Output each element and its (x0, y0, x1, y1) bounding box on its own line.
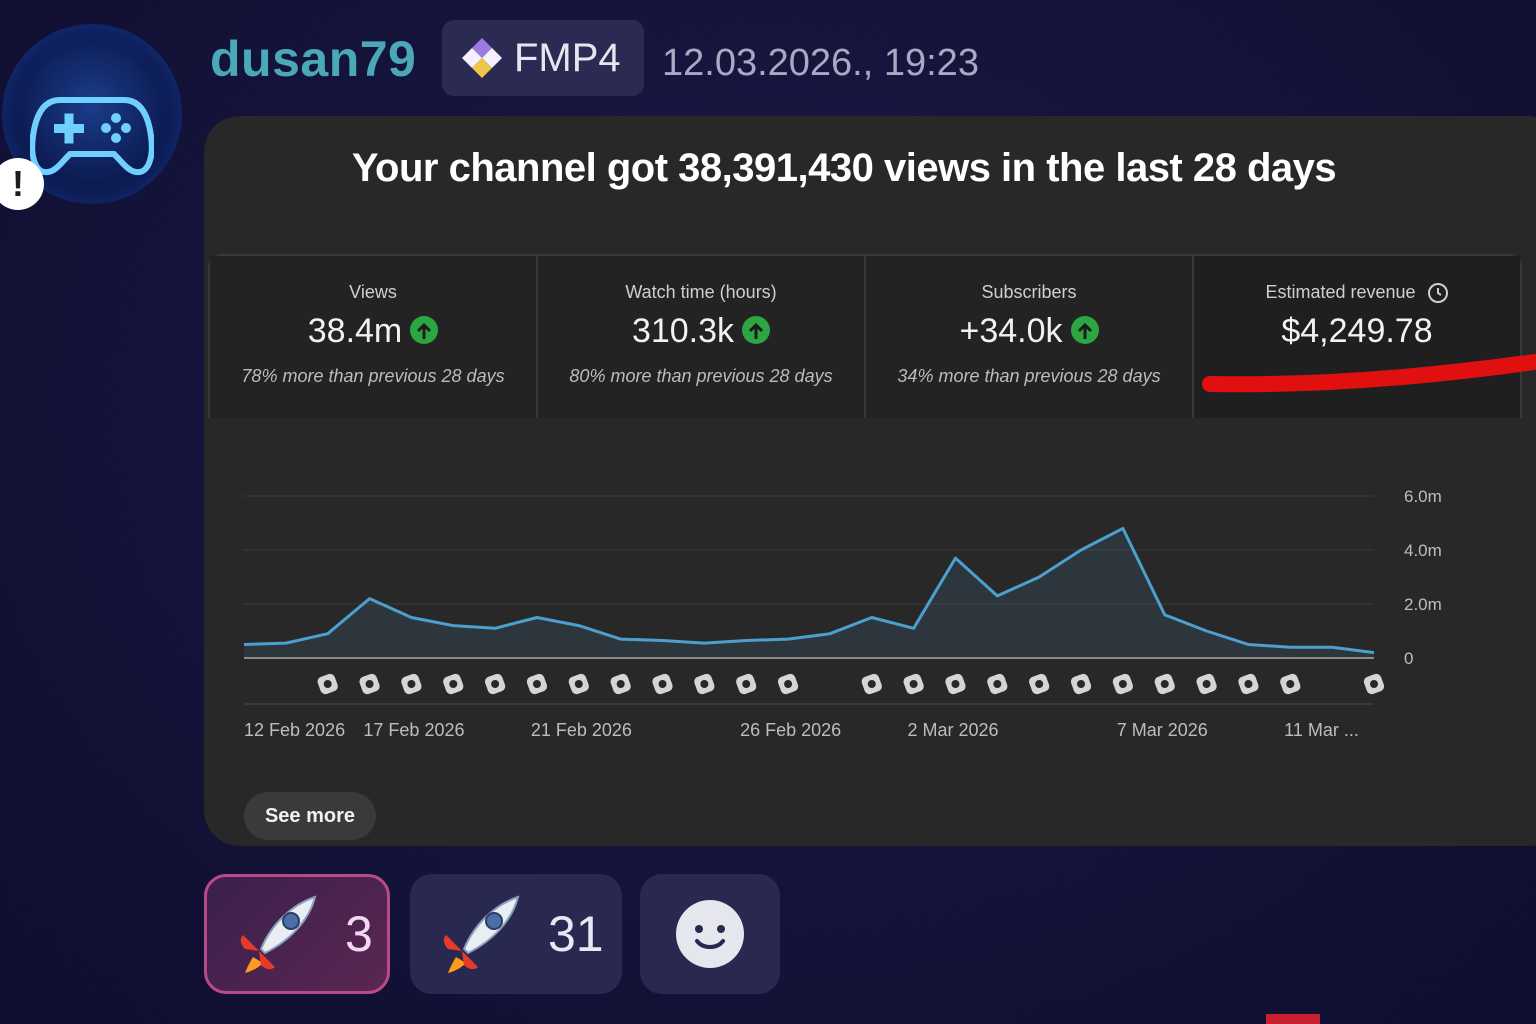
reaction-rocket[interactable]: 31 (410, 874, 622, 994)
rocket-icon (443, 895, 520, 973)
arrow-up-icon (742, 316, 771, 345)
guild-tag-label: FMP4 (514, 35, 621, 80)
video-marker-icon[interactable] (609, 672, 632, 695)
diamond-icon (462, 38, 502, 78)
video-marker-icon[interactable] (1237, 672, 1260, 695)
video-marker-icon[interactable] (567, 672, 590, 695)
headline: Your channel got 38,391,430 views in the… (351, 146, 1337, 190)
stat-value: 310.3k (538, 312, 864, 351)
video-marker-icon[interactable] (860, 672, 883, 695)
alert-badge: ! (0, 158, 44, 210)
y-tick-label: 6.0m (1404, 487, 1442, 506)
reaction-count: 3 (345, 906, 373, 962)
stat-value: 38.4m (210, 312, 536, 351)
message-timestamp: 12.03.2026., 19:23 (662, 42, 979, 84)
series-line (243, 526, 1375, 655)
x-tick-label: 12 Feb 2026 (244, 720, 345, 740)
video-marker-icon[interactable] (777, 672, 800, 695)
smiley-icon (676, 900, 744, 968)
stat-note: 34% more than previous 28 days (897, 366, 1161, 386)
video-marker-icon[interactable] (316, 672, 339, 695)
x-tick-label: 11 Mar ... (1284, 720, 1359, 740)
stat-value: $4,249.78 (1281, 312, 1433, 350)
stat-note: 80% more than previous 28 days (569, 366, 833, 386)
video-marker-icon[interactable] (1362, 672, 1385, 695)
arrow-up-icon (410, 316, 439, 345)
video-marker-icon[interactable] (358, 672, 381, 695)
clock-icon (1427, 283, 1448, 304)
video-marker-icon[interactable] (525, 672, 548, 695)
add-reaction-button[interactable] (640, 874, 780, 994)
views-chart-svg: 6.0m 4.0m 2.0m 0 12 Feb 2026 17 Feb 2026 21 Fe… (243, 487, 1442, 740)
video-marker-icon[interactable] (902, 672, 925, 695)
see-more-button[interactable]: See more (244, 792, 376, 840)
y-tick-label: 0 (1404, 649, 1413, 668)
x-tick-label: 7 Mar 2026 (1117, 720, 1208, 740)
video-marker-icon[interactable] (986, 672, 1009, 695)
stat-label: Views (349, 282, 397, 302)
guild-tag[interactable]: FMP4 (442, 20, 644, 96)
video-marker-icon[interactable] (1195, 672, 1218, 695)
stat-label: Estimated revenue (1194, 282, 1520, 304)
video-marker-icon[interactable] (1070, 672, 1093, 695)
video-marker-icon[interactable] (944, 672, 967, 695)
x-tick-label: 21 Feb 2026 (531, 720, 632, 740)
x-tick-label: 26 Feb 2026 (740, 720, 841, 740)
video-marker-icon[interactable] (735, 672, 758, 695)
gamepad-icon (30, 97, 154, 176)
analytics-card: Your channel got 38,391,430 views in the… (204, 116, 1536, 846)
video-marker-icon[interactable] (693, 672, 716, 695)
stat-views[interactable]: Views 38.4m 78% more than previous 28 da… (210, 256, 538, 418)
stat-value: +34.0k (866, 312, 1192, 351)
video-marker-icon[interactable] (442, 672, 465, 695)
stat-watch-time[interactable]: Watch time (hours) 310.3k 80% more than … (538, 256, 866, 418)
rocket-icon (240, 895, 317, 973)
stat-subscribers[interactable]: Subscribers +34.0k 34% more than previou… (866, 256, 1194, 418)
area-fill (244, 528, 1374, 658)
stat-note: 78% more than previous 28 days (241, 366, 505, 386)
video-marker-icon[interactable] (484, 672, 507, 695)
stat-label: Subscribers (981, 282, 1077, 302)
reaction-count: 31 (548, 906, 604, 962)
arrow-up-icon (1070, 316, 1099, 345)
y-tick-label: 4.0m (1404, 541, 1442, 560)
video-marker-icon[interactable] (1153, 672, 1176, 695)
stat-label: Watch time (hours) (625, 282, 777, 302)
red-underline-mark (1202, 354, 1536, 393)
video-marker-icon[interactable] (1279, 672, 1302, 695)
video-marker-icon[interactable] (400, 672, 423, 695)
x-tick-label: 2 Mar 2026 (907, 720, 998, 740)
x-tick-label: 17 Feb 2026 (363, 720, 464, 740)
video-marker-icon[interactable] (1111, 672, 1134, 695)
views-chart[interactable]: 6.0m 4.0m 2.0m 0 12 Feb 2026 17 Feb 2026 21 Fe… (204, 416, 1536, 756)
y-tick-label: 2.0m (1404, 595, 1442, 614)
video-marker-icon[interactable] (651, 672, 674, 695)
flag-icon (1266, 1014, 1320, 1024)
username[interactable]: dusan79 (210, 31, 417, 87)
video-marker-icon[interactable] (1028, 672, 1051, 695)
reaction-rocket-active[interactable]: 3 (204, 874, 390, 994)
